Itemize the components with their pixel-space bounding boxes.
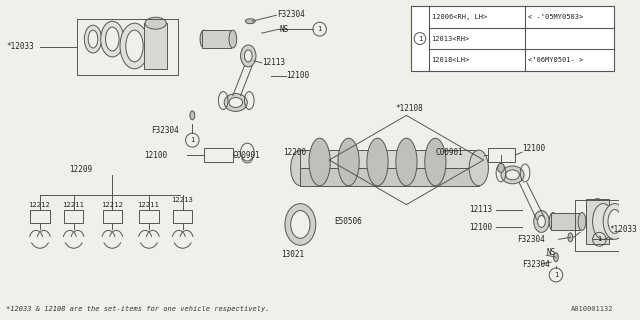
Text: NS: NS	[547, 248, 556, 257]
Text: 1: 1	[190, 137, 195, 143]
Ellipse shape	[245, 19, 255, 24]
Bar	[300, 168, 479, 186]
Bar	[204, 148, 233, 162]
Text: 12200: 12200	[283, 148, 306, 156]
Bar	[140, 210, 159, 223]
Text: 1: 1	[418, 36, 422, 42]
Ellipse shape	[285, 204, 316, 245]
Text: *12033: *12033	[609, 225, 637, 234]
Ellipse shape	[145, 17, 166, 29]
Bar	[144, 23, 167, 69]
Bar	[412, 6, 614, 71]
Bar	[586, 199, 609, 244]
Ellipse shape	[538, 215, 545, 228]
Ellipse shape	[469, 150, 488, 186]
Ellipse shape	[120, 23, 149, 69]
Text: 12100: 12100	[469, 223, 492, 232]
Text: 12018<LH>: 12018<LH>	[431, 57, 470, 63]
Text: 12212: 12212	[100, 202, 123, 208]
Text: *12108: *12108	[395, 104, 422, 113]
Ellipse shape	[425, 138, 446, 186]
Text: <’06MY0501- >: <’06MY0501- >	[528, 57, 583, 63]
Ellipse shape	[578, 212, 586, 230]
Text: 1: 1	[554, 272, 558, 278]
Ellipse shape	[106, 27, 119, 51]
Bar	[77, 19, 178, 75]
Text: 12212: 12212	[28, 202, 51, 208]
Text: 12113: 12113	[469, 205, 492, 214]
Ellipse shape	[190, 111, 195, 120]
Ellipse shape	[126, 30, 143, 62]
Ellipse shape	[229, 98, 243, 108]
Text: F32304: F32304	[151, 126, 179, 135]
Text: F32304: F32304	[277, 10, 305, 19]
Text: F32304: F32304	[522, 260, 550, 268]
Ellipse shape	[501, 166, 524, 184]
Text: 12013<RH>: 12013<RH>	[431, 36, 470, 42]
Bar	[551, 212, 580, 230]
Text: 12213: 12213	[171, 197, 193, 203]
Bar	[102, 210, 122, 223]
Text: C00901: C00901	[435, 148, 463, 156]
Text: 1: 1	[597, 236, 602, 242]
Bar	[575, 200, 619, 251]
Text: F32304: F32304	[517, 235, 545, 244]
Bar	[202, 30, 231, 48]
Text: < -’05MY0503>: < -’05MY0503>	[528, 14, 583, 20]
Text: A010001132: A010001132	[572, 306, 614, 312]
Ellipse shape	[497, 164, 504, 172]
Text: E50506: E50506	[334, 217, 362, 226]
Ellipse shape	[100, 21, 124, 57]
Text: *12033 & 12108 are the set-items for one vehicle respectively.: *12033 & 12108 are the set-items for one…	[6, 306, 269, 312]
Ellipse shape	[603, 204, 627, 239]
Ellipse shape	[608, 210, 621, 233]
Ellipse shape	[309, 138, 330, 186]
Ellipse shape	[587, 199, 608, 244]
Ellipse shape	[396, 138, 417, 186]
Ellipse shape	[338, 138, 359, 186]
Ellipse shape	[367, 138, 388, 186]
Text: *12033: *12033	[6, 43, 34, 52]
Ellipse shape	[200, 30, 208, 48]
Ellipse shape	[549, 212, 557, 230]
Bar	[300, 150, 479, 168]
Ellipse shape	[534, 211, 549, 232]
Ellipse shape	[224, 93, 247, 111]
Bar	[173, 210, 193, 223]
Text: 12100: 12100	[144, 150, 167, 160]
Text: 1: 1	[317, 26, 322, 32]
Ellipse shape	[244, 50, 252, 62]
Bar	[30, 210, 50, 223]
Ellipse shape	[593, 204, 614, 239]
Ellipse shape	[291, 150, 310, 186]
Text: 12100: 12100	[522, 144, 545, 153]
Text: 12100: 12100	[286, 71, 309, 80]
Ellipse shape	[88, 30, 98, 48]
Ellipse shape	[554, 253, 558, 262]
Bar	[64, 210, 83, 223]
Bar	[488, 148, 515, 162]
Text: 12113: 12113	[262, 58, 285, 67]
Ellipse shape	[568, 233, 573, 242]
Ellipse shape	[291, 211, 310, 238]
Text: 12006<RH, LH>: 12006<RH, LH>	[431, 14, 487, 20]
Ellipse shape	[84, 25, 102, 53]
Ellipse shape	[506, 170, 519, 180]
Ellipse shape	[145, 23, 166, 69]
Text: 12211: 12211	[62, 202, 84, 208]
Ellipse shape	[241, 45, 256, 67]
Text: 12211: 12211	[138, 202, 159, 208]
Ellipse shape	[229, 30, 237, 48]
Text: 13021: 13021	[281, 250, 304, 259]
Text: 12209: 12209	[69, 165, 92, 174]
Text: C00901: C00901	[233, 150, 260, 160]
Text: NS: NS	[279, 25, 289, 34]
